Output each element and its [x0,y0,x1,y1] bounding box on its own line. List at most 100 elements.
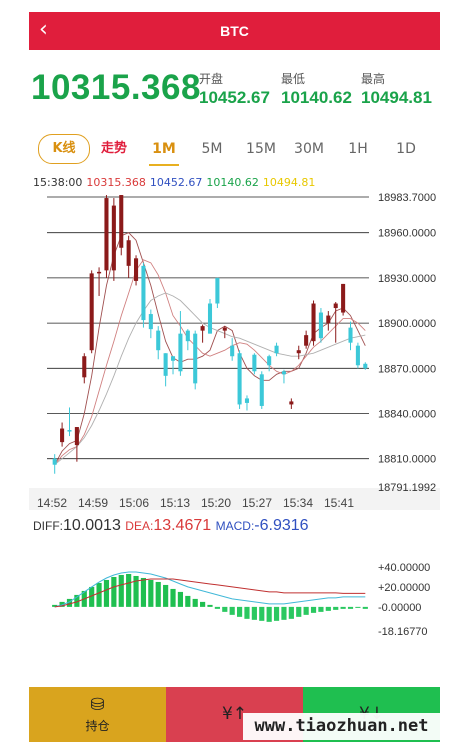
x-tick-label: 15:41 [324,496,354,510]
macd-bar [177,591,184,607]
macd-bar [318,606,324,612]
macd-bar [266,606,272,622]
macd-tick-label: -0.00000 [378,602,421,614]
high-value: 10494.81 [361,88,432,107]
macd-bar [273,606,280,621]
candle-body [259,374,264,406]
candle-body [193,333,198,384]
candle-body [289,401,294,405]
candle-body [134,258,139,281]
tab-1m[interactable]: 1M [149,134,179,166]
macd-tick-label: +40.00000 [378,562,430,574]
diff-value: 10.0013 [63,517,121,534]
x-tick-label: 15:27 [242,496,272,510]
candle-body [252,354,257,372]
macd-legend: DIFF:10.0013 DEA:13.4671 MACD:-6.9316 [33,517,309,535]
x-tick-label: 15:20 [201,496,231,510]
tab-kline[interactable]: K线 [38,134,90,164]
candle-body [89,273,94,351]
macd-label: MACD: [215,519,255,533]
yen-up-icon: ¥↑ [221,703,248,724]
candle-body [141,265,146,321]
open-value: 10452.67 [199,88,270,107]
tab-30m[interactable]: 30M [294,141,324,157]
tab-5m[interactable]: 5M [201,141,223,157]
low-label: 最低 [281,72,306,86]
candle-body [163,353,168,376]
macd-bar [89,586,95,607]
macd-bar [170,588,176,607]
macd-bar [244,606,250,619]
candle-body [200,326,205,331]
macd-bar [229,606,235,615]
candle-body [333,303,338,309]
candle-body [74,427,79,446]
macd-bar [200,601,206,607]
tab-trend[interactable]: 走势 [100,141,127,156]
macd-bar [310,606,317,613]
tab-15m[interactable]: 15M [246,141,276,157]
candle-body [304,335,309,346]
candle-body [104,198,109,271]
legend-time: 15:38:00 [33,176,83,189]
macd-bar [111,576,117,607]
candle-body [267,356,272,366]
candle-body [222,327,227,331]
macd-bar [251,606,257,620]
macd-bar [163,584,169,607]
watermark: www.tiaozhuan.net [243,713,440,740]
macd-bar [96,582,102,607]
macd-bar [133,575,139,607]
macd-bar [303,606,309,615]
x-tick-label: 15:13 [160,496,190,510]
ma-line-ma10 [54,259,366,465]
macd-bar [259,606,265,621]
candle-body [296,350,301,354]
candle-body [185,330,190,342]
candle-body [230,345,235,357]
x-tick-label: 14:52 [37,496,67,510]
candle-body [156,330,161,351]
period-tabs: K线 走势 1M 5M 15M 30M 1H 1D [29,134,440,168]
y-tick-label: 18870.0000 [378,363,436,375]
macd-tick-label: -18.16770 [378,626,428,635]
tab-1h[interactable]: 1H [348,141,368,157]
chevron-left-icon[interactable]: ‹ [39,17,48,42]
macd-bar [103,579,110,607]
candle-body [126,240,131,266]
macd-bar [155,581,161,607]
y-tick-label: 18840.0000 [378,408,436,420]
legend-open: 10452.67 [149,176,203,189]
hold-button[interactable]: ⛁ 持仓 [29,687,166,742]
candle-body [355,345,360,366]
candle-body [348,327,353,343]
macd-bar [355,606,361,608]
candle-body [311,303,316,342]
candle-body [97,271,102,274]
low-value: 10140.62 [281,88,352,107]
macd-bar [281,606,287,620]
y-tick-label: 18900.0000 [378,318,436,330]
candle-body [244,398,250,403]
y-tick-label: 18810.0000 [378,454,436,466]
y-tick-label: 18960.0000 [378,228,436,240]
candlestick-chart[interactable]: 18983.7000 18960.0000 18930.0000 18900.0000… [29,185,440,510]
open-label: 开盘 [199,72,224,86]
hold-label: 持仓 [85,719,110,733]
macd-bar [66,598,73,607]
candle-body [60,428,65,443]
y-tick-label: 18930.0000 [378,273,436,285]
tab-1d[interactable]: 1D [396,141,416,157]
high-label: 最高 [361,72,386,86]
macd-chart[interactable]: +40.00000 +20.00000 -0.00000 -18.16770 [29,555,440,635]
legend-close: 10315.368 [86,176,146,189]
candle-body [111,205,116,271]
diff-line [54,571,366,608]
legend-high: 10494.81 [262,176,316,189]
legend-low: 10140.62 [206,176,259,189]
ohlc-legend: 15:38:00 10315.368 10452.67 10140.62 10494.8… [33,176,319,189]
candle-body [52,458,57,465]
macd-bar [74,594,80,607]
current-price: 10315.368 [31,68,201,107]
macd-bar [222,606,228,612]
